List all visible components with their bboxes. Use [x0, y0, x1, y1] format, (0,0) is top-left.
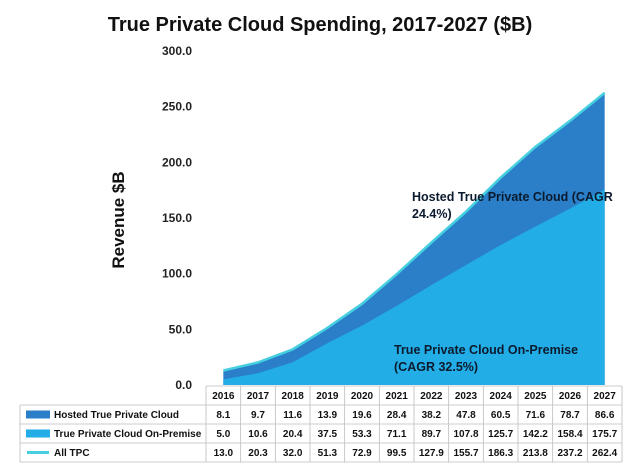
table-header-year: 2024: [490, 391, 513, 402]
table-header-year: 2027: [594, 391, 617, 402]
table-cell: 186.3: [488, 448, 513, 459]
y-tick-label: 0.0: [175, 378, 192, 392]
annotation-text: True Private Cloud On-Premise: [394, 343, 578, 357]
table-cell: 71.1: [387, 429, 407, 440]
table-header-year: 2025: [524, 391, 547, 402]
table-row-label: Hosted True Private Cloud: [54, 410, 179, 421]
y-tick-label: 100.0: [162, 267, 192, 281]
annotation-text: 24.4%): [412, 207, 452, 221]
table-cell: 37.5: [318, 429, 338, 440]
legend-key-on-premise: [26, 429, 50, 438]
y-axis-ticks: 0.0 50.0 100.0 150.0 200.0 250.0 300.0: [162, 44, 192, 392]
table-cell: 13.9: [318, 410, 338, 421]
table-cell: 47.8: [456, 410, 476, 421]
chart-annotations: Hosted True Private Cloud (CAGR 24.4%) Tru…: [394, 190, 613, 374]
table-cell: 78.7: [560, 410, 580, 421]
table-cell: 89.7: [422, 429, 442, 440]
table-header-year: 2022: [420, 391, 443, 402]
y-tick-label: 250.0: [162, 100, 192, 114]
table-cell: 127.9: [419, 448, 444, 459]
table-cell: 32.0: [283, 448, 303, 459]
table-cell: 51.3: [318, 448, 338, 459]
table-header-year: 2019: [316, 391, 339, 402]
table-cell: 8.1: [216, 410, 230, 421]
table-cell: 11.6: [283, 410, 302, 421]
y-axis-label: Revenue $B: [109, 171, 128, 268]
table-cell: 38.2: [422, 410, 442, 421]
table-cell: 20.3: [248, 448, 268, 459]
table-header-year: 2020: [351, 391, 374, 402]
table-cell: 175.7: [592, 429, 617, 440]
line-all-tpc: [223, 91, 606, 372]
table-cell: 155.7: [453, 448, 478, 459]
y-tick-label: 300.0: [162, 44, 192, 58]
table-cell: 262.4: [592, 448, 617, 459]
table-cell: 142.2: [523, 429, 548, 440]
table-cell: 237.2: [557, 448, 582, 459]
table-cell: 5.0: [216, 429, 230, 440]
table-cell: 13.0: [214, 448, 234, 459]
table-cell: 20.4: [283, 429, 303, 440]
table-cell: 9.7: [251, 410, 265, 421]
table-cell: 107.8: [453, 429, 478, 440]
table-cell: 72.9: [352, 448, 372, 459]
table-row-label: All TPC: [54, 448, 90, 459]
annotation-text: (CAGR 32.5%): [394, 360, 478, 374]
table-header-year: 2026: [559, 391, 582, 402]
table-header-year: 2017: [247, 391, 270, 402]
table-cell: 213.8: [523, 448, 548, 459]
y-tick-label: 150.0: [162, 211, 192, 225]
table-cell: 99.5: [387, 448, 407, 459]
y-tick-label: 200.0: [162, 155, 192, 169]
table-cell: 19.6: [352, 410, 372, 421]
table-header-year: 2021: [386, 391, 409, 402]
table-row-label: True Private Cloud On-Premise: [54, 429, 202, 440]
table-header-year: 2016: [212, 391, 235, 402]
table-cell: 71.6: [526, 410, 546, 421]
area-true-private-cloud-on-premise: [223, 189, 605, 385]
table-cell: 60.5: [491, 410, 511, 421]
data-table: 2016 2017 2018 2019 2020 2021 2022 2023 2024 2025…: [19, 385, 623, 463]
table-cell: 86.6: [595, 410, 615, 421]
table-cell: 28.4: [387, 410, 407, 421]
plot-areas: [223, 91, 606, 386]
legend-key-hosted: [26, 410, 50, 419]
annotation-text: Hosted True Private Cloud (CAGR: [412, 190, 613, 204]
table-cell: 125.7: [488, 429, 513, 440]
table-header-year: 2018: [282, 391, 305, 402]
table-cell: 158.4: [557, 429, 582, 440]
table-cell: 10.6: [248, 429, 268, 440]
chart-title: True Private Cloud Spending, 2017-2027 (…: [108, 14, 533, 36]
y-tick-label: 50.0: [169, 322, 193, 336]
table-cell: 53.3: [352, 429, 372, 440]
table-header-year: 2023: [455, 391, 478, 402]
